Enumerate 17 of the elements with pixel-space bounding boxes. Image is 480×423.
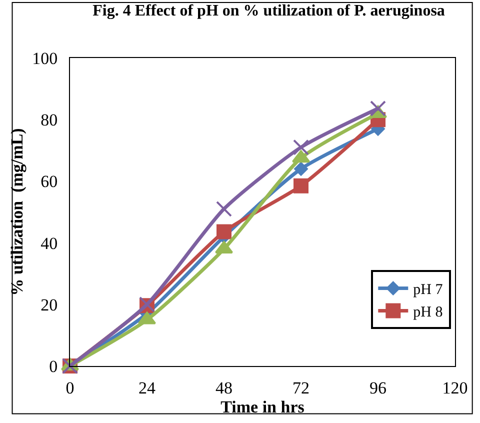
y-tick-label: 20: [40, 295, 58, 314]
x-tick-label: 96: [370, 378, 386, 398]
legend-label: pH 8: [413, 304, 443, 321]
x-tick-label: 120: [442, 378, 468, 398]
x-tick-label: 0: [66, 378, 74, 398]
chart-title: Fig. 4 Effect of pH on % utilization of P. aeruginosa: [92, 2, 445, 20]
x-tick-label: 24: [138, 378, 156, 398]
legend-label: pH 7: [413, 282, 444, 298]
y-axis-title: % utilization (mg/mL): [8, 128, 27, 296]
y-tick-label: 100: [32, 48, 58, 68]
y-tick-label: 0: [49, 356, 58, 376]
x-tick-label: 48: [216, 378, 232, 398]
x-axis-title: Time in hrs: [220, 397, 305, 416]
y-tick-label: 40: [40, 234, 58, 253]
y-tick-label: 60: [40, 172, 58, 192]
x-tick-label: 72: [292, 378, 310, 398]
y-tick-label: 80: [40, 110, 58, 130]
